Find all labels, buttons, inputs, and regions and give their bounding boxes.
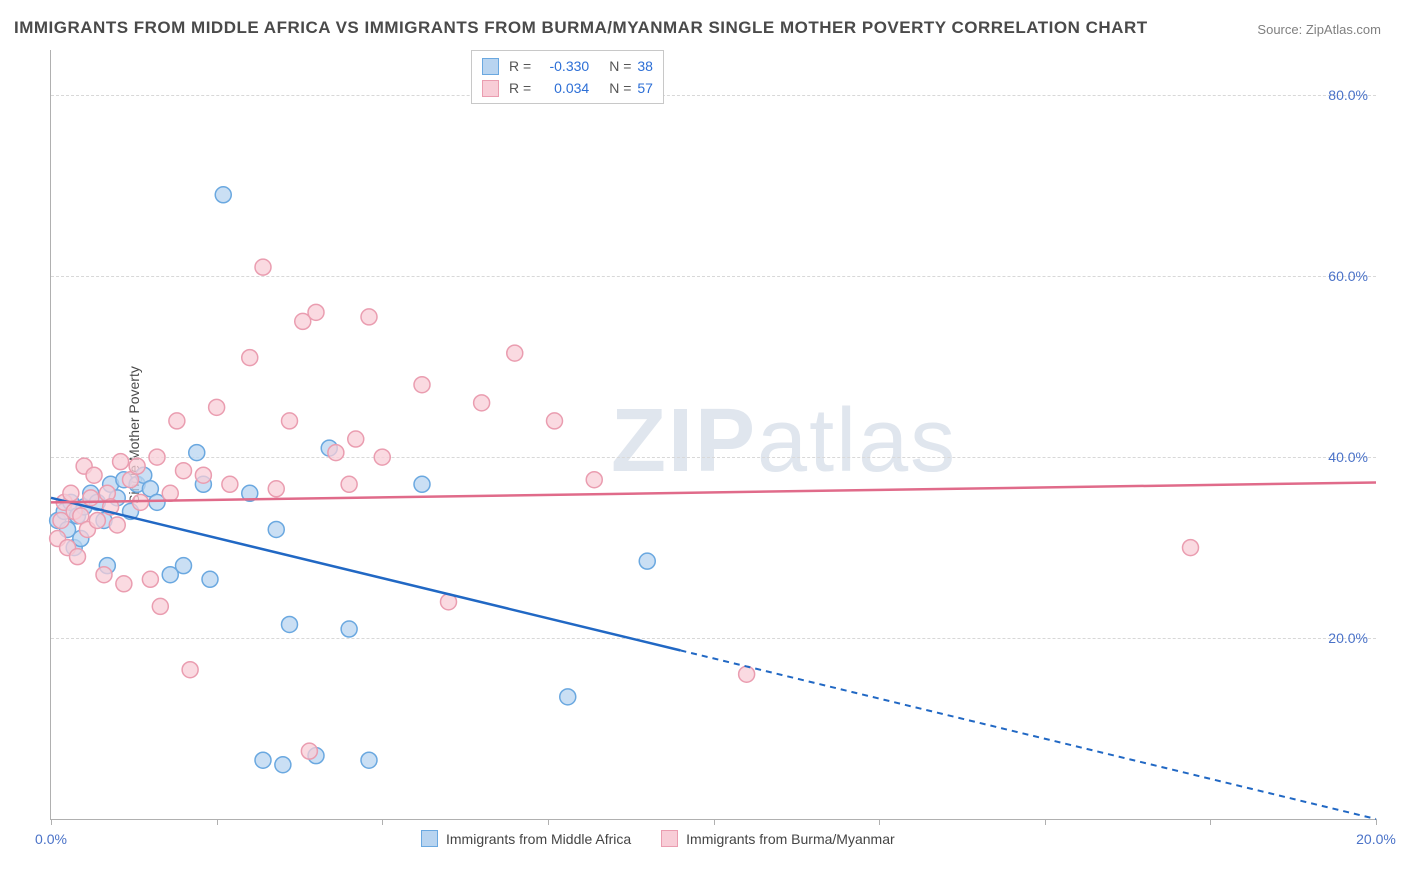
data-point xyxy=(1183,540,1199,556)
legend-bottom-item: Immigrants from Burma/Myanmar xyxy=(661,830,894,847)
legend-swatch xyxy=(421,830,438,847)
source-attribution: Source: ZipAtlas.com xyxy=(1257,22,1381,37)
legend-n-value: 38 xyxy=(637,55,653,77)
legend-r-value: 0.034 xyxy=(537,77,589,99)
data-point xyxy=(639,553,655,569)
data-point xyxy=(113,454,129,470)
data-point xyxy=(142,571,158,587)
data-point xyxy=(374,449,390,465)
data-point xyxy=(255,259,271,275)
data-point xyxy=(361,752,377,768)
source-value: ZipAtlas.com xyxy=(1306,22,1381,37)
data-point xyxy=(63,485,79,501)
data-point xyxy=(507,345,523,361)
x-tick xyxy=(879,819,880,825)
legend-n-label: N = xyxy=(609,55,631,77)
data-point xyxy=(86,467,102,483)
data-point xyxy=(242,350,258,366)
legend-series-label: Immigrants from Middle Africa xyxy=(446,831,631,847)
plot-area: Single Mother Poverty ZIPatlas 20.0%40.0… xyxy=(50,50,1376,820)
data-point xyxy=(348,431,364,447)
x-tick xyxy=(1045,819,1046,825)
data-point xyxy=(308,304,324,320)
data-point xyxy=(215,187,231,203)
legend-n-value: 57 xyxy=(637,77,653,99)
data-point xyxy=(255,752,271,768)
x-tick xyxy=(51,819,52,825)
legend-r-label: R = xyxy=(509,77,531,99)
data-point xyxy=(739,666,755,682)
data-point xyxy=(182,662,198,678)
trend-line-dashed xyxy=(680,650,1376,819)
data-point xyxy=(414,476,430,492)
data-point xyxy=(341,621,357,637)
legend-stats: R = -0.330 N = 38 R = 0.034 N = 57 xyxy=(471,50,664,104)
x-tick-label: 20.0% xyxy=(1356,831,1396,847)
data-point xyxy=(116,576,132,592)
data-point xyxy=(301,743,317,759)
x-tick xyxy=(382,819,383,825)
x-tick-label: 0.0% xyxy=(35,831,67,847)
legend-swatch xyxy=(482,58,499,75)
data-point xyxy=(149,449,165,465)
legend-n-label: N = xyxy=(609,77,631,99)
x-tick xyxy=(714,819,715,825)
data-point xyxy=(176,558,192,574)
data-point xyxy=(195,467,211,483)
data-point xyxy=(275,757,291,773)
data-point xyxy=(547,413,563,429)
data-point xyxy=(341,476,357,492)
data-point xyxy=(209,399,225,415)
data-point xyxy=(474,395,490,411)
legend-stats-row: R = 0.034 N = 57 xyxy=(482,77,653,99)
x-tick xyxy=(548,819,549,825)
data-point xyxy=(361,309,377,325)
data-point xyxy=(176,463,192,479)
legend-r-label: R = xyxy=(509,55,531,77)
data-point xyxy=(169,413,185,429)
data-point xyxy=(414,377,430,393)
legend-bottom-item: Immigrants from Middle Africa xyxy=(421,830,631,847)
data-point xyxy=(268,481,284,497)
data-point xyxy=(202,571,218,587)
data-point xyxy=(89,512,105,528)
data-point xyxy=(328,445,344,461)
x-tick xyxy=(1376,819,1377,825)
data-point xyxy=(282,413,298,429)
data-point xyxy=(560,689,576,705)
data-point xyxy=(152,598,168,614)
data-point xyxy=(129,458,145,474)
data-point xyxy=(132,494,148,510)
data-point xyxy=(96,567,112,583)
data-point xyxy=(222,476,238,492)
data-point xyxy=(109,517,125,533)
x-tick xyxy=(217,819,218,825)
legend-swatch xyxy=(661,830,678,847)
chart-title: IMMIGRANTS FROM MIDDLE AFRICA VS IMMIGRA… xyxy=(14,18,1148,38)
data-point xyxy=(83,490,99,506)
data-point xyxy=(162,485,178,501)
chart-svg xyxy=(51,50,1376,819)
data-point xyxy=(189,445,205,461)
legend-swatch xyxy=(482,80,499,97)
data-point xyxy=(268,521,284,537)
data-point xyxy=(586,472,602,488)
legend-r-value: -0.330 xyxy=(537,55,589,77)
legend-stats-row: R = -0.330 N = 38 xyxy=(482,55,653,77)
data-point xyxy=(282,616,298,632)
source-label: Source: xyxy=(1257,22,1302,37)
legend-bottom: Immigrants from Middle Africa Immigrants … xyxy=(421,830,895,847)
legend-series-label: Immigrants from Burma/Myanmar xyxy=(686,831,894,847)
x-tick xyxy=(1210,819,1211,825)
data-point xyxy=(70,549,86,565)
